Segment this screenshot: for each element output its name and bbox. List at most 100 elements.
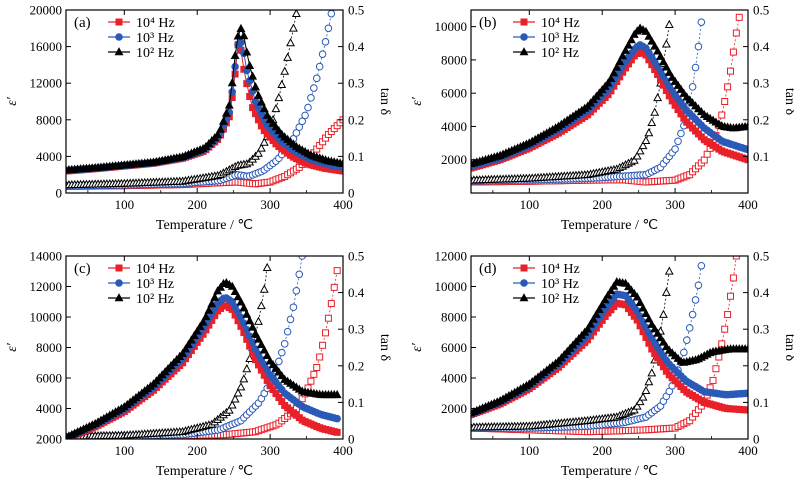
y-left-tick-label: 8000 (36, 340, 62, 355)
x-tick-label: 100 (115, 443, 135, 458)
eps-marker (743, 344, 748, 353)
eps-marker (259, 345, 269, 354)
y-left-tick-label: 6000 (441, 340, 467, 355)
plot-frame (470, 9, 749, 194)
tan-marker (638, 141, 648, 150)
tan-marker (259, 137, 269, 146)
eps-marker (248, 71, 258, 80)
tan-marker (262, 262, 272, 272)
legend-marker (519, 47, 529, 56)
plot-frame (470, 255, 749, 440)
y-left-axis-label: ε′ (5, 96, 20, 106)
tan-marker (641, 385, 651, 394)
tan-marker (727, 292, 735, 300)
tan-marker (280, 340, 289, 348)
eps-marker (224, 100, 234, 109)
tan-marker (724, 311, 732, 319)
x-tick-label: 400 (738, 443, 758, 458)
y-right-tick-label: 0.3 (348, 76, 364, 91)
tan-marker (635, 146, 645, 155)
legend-entry: 10³ Hz (541, 277, 579, 292)
x-tick-label: 400 (738, 197, 758, 212)
eps-marker (236, 23, 246, 32)
tan-marker (671, 145, 679, 153)
tan-marker (321, 38, 330, 46)
plot-area (471, 13, 748, 186)
y-left-axis-label: ε′ (5, 342, 20, 352)
y-left-tick-label: 12000 (435, 249, 468, 264)
tan-marker (688, 310, 697, 319)
legend-marker (114, 293, 124, 302)
x-tick-label: 100 (520, 443, 540, 458)
eps-marker (650, 41, 660, 50)
eps-marker (653, 46, 663, 55)
eps-marker (339, 167, 343, 175)
panel-label: (d) (479, 261, 497, 277)
tan-marker (316, 353, 324, 361)
eps-marker (744, 406, 748, 414)
y-left-tick-label: 8000 (441, 52, 467, 67)
tan-marker (682, 336, 691, 344)
eps-marker (256, 339, 266, 349)
legend-entry: 10⁴ Hz (541, 262, 580, 277)
tan-series-103Hz (66, 10, 336, 190)
tan-marker (310, 84, 318, 92)
eps-marker (606, 286, 616, 295)
tan-marker (729, 274, 737, 282)
y-left-tick-label: 10000 (435, 19, 468, 34)
tan-marker (709, 376, 717, 384)
tan-marker (697, 261, 706, 270)
y-left-tick-label: 4000 (441, 119, 467, 134)
tan-marker (638, 392, 648, 401)
y-right-tick-label: 0.2 (753, 358, 769, 373)
tan-marker (732, 29, 740, 37)
tan-marker (691, 296, 700, 304)
tan-marker (288, 23, 298, 32)
eps-marker (615, 56, 625, 66)
tan-marker (253, 316, 263, 325)
eps-marker (239, 303, 249, 312)
plot-area (66, 10, 343, 190)
panel-label: (b) (479, 15, 497, 31)
tan-marker (292, 129, 301, 137)
tan-marker (286, 315, 295, 324)
tan-marker (271, 103, 281, 113)
eps-marker (210, 292, 220, 301)
eps-marker (195, 321, 205, 331)
eps-marker (253, 90, 263, 99)
x-tick-label: 200 (592, 197, 612, 212)
y-left-tick-label: 2000 (441, 401, 467, 416)
eps-marker (181, 344, 190, 353)
tan-marker (664, 266, 674, 275)
tan-marker (312, 74, 321, 83)
y-left-tick-label: 12000 (30, 279, 63, 294)
legend-marker (114, 47, 124, 56)
eps-series-102Hz (66, 23, 343, 174)
tan-series-104Hz (471, 256, 740, 436)
tan-marker (233, 388, 243, 397)
tan-marker (721, 98, 729, 105)
eps-marker (239, 31, 249, 40)
y-right-tick-label: 0.4 (348, 285, 365, 300)
tan-marker (324, 314, 332, 322)
eps-marker (333, 428, 341, 436)
eps-marker (201, 311, 211, 321)
y-left-tick-label: 6000 (441, 86, 467, 101)
eps-marker (656, 333, 665, 342)
legend-entry: 10² Hz (541, 46, 579, 61)
eps-marker (621, 45, 630, 54)
y-left-tick-label: 4000 (36, 149, 62, 164)
eps-marker (744, 145, 748, 154)
eps-marker (251, 82, 260, 91)
tan-marker (691, 63, 700, 72)
eps-marker (594, 304, 604, 313)
plot-area (471, 256, 748, 436)
tan-marker (227, 400, 237, 409)
eps-marker (251, 97, 260, 106)
y-right-tick-label: 0.3 (753, 76, 769, 91)
y-right-tick-label: 0.3 (348, 322, 364, 337)
tan-marker (295, 123, 304, 131)
tan-marker (632, 151, 642, 160)
x-tick-label: 200 (187, 443, 207, 458)
